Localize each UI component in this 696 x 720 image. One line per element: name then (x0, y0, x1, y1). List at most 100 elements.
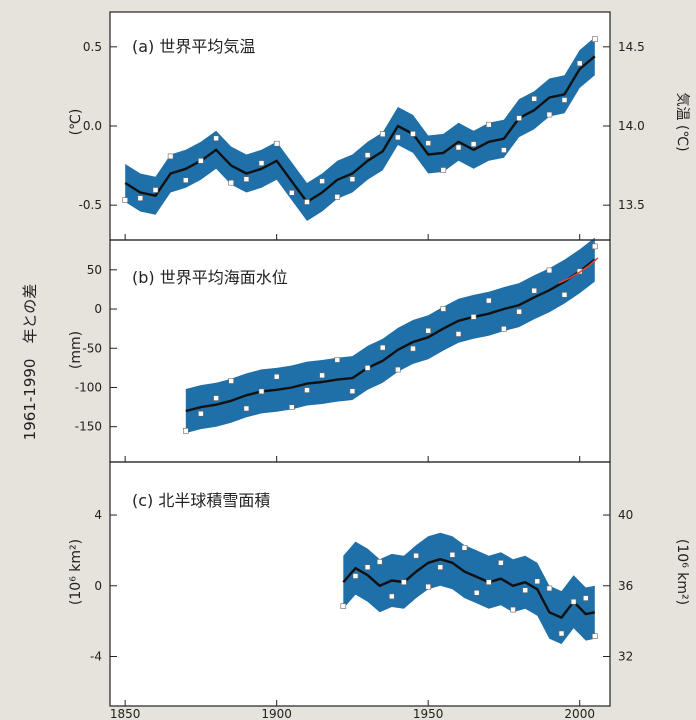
panel-b-data-point (455, 331, 462, 337)
panel-c-data-point (534, 578, 541, 585)
panel-b-data-point (243, 405, 250, 412)
panel-b-data-point (561, 291, 568, 298)
panel-b-data-point (304, 387, 310, 393)
panel-a: (a) 世界平均気温 (℃) 気温 (℃) (68, 37, 690, 152)
panel-b-ytick-label: 0 (94, 302, 102, 316)
panel-c-data-point (461, 544, 468, 551)
panel-b-data-point (440, 306, 447, 312)
panel-a-data-point (591, 36, 598, 43)
panel-c-right-tick-label: 40 (618, 508, 633, 522)
panel-b-data-point (349, 388, 356, 395)
panel-b-series-line (185, 258, 596, 413)
panel-b-data-point (410, 345, 416, 352)
panel-a-ylabel-right: 気温 (℃) (674, 92, 690, 151)
panel-c-data-point (546, 585, 553, 592)
panel-a-right-tick-label: 13.5 (618, 198, 645, 212)
panel-a-title: (a) 世界平均気温 (132, 37, 255, 56)
panel-a-right-tick-label: 14.5 (618, 40, 645, 54)
panel-b-ytick-label: -100 (75, 380, 102, 394)
panel-c-series-line (342, 558, 596, 619)
panel-c-frame (109, 461, 611, 707)
panel-a-data-point (425, 140, 432, 146)
panel-a-data-point (258, 160, 265, 166)
panel-a-data-point (455, 144, 462, 151)
panel-a-ytick-label: -0.5 (79, 198, 102, 212)
panel-c-data-point (364, 564, 371, 571)
panel-a-data-point (304, 199, 310, 205)
panel-a-data-point (349, 176, 356, 182)
panel-c-data-point (388, 593, 395, 600)
panel-a-data-point (288, 190, 295, 196)
panel-b-data-point (591, 243, 598, 250)
panel-a-data-point (213, 135, 219, 142)
panel-c-data-point (401, 579, 407, 586)
chart-marks: -0.5 0.0 0.5 13.5 14.0 14.5 -150 -100 -50 0 50 -4 0 4… (75, 11, 645, 720)
panel-b-ytick-label: -50 (82, 341, 102, 355)
panel-b: (b) 世界平均海面水位 (mm) (68, 268, 288, 369)
panel-b-data-point (470, 314, 477, 320)
panel-b-data-point (516, 308, 522, 315)
panel-b-data-point (334, 357, 341, 363)
panel-c-data-point (582, 595, 589, 601)
panel-c-data-point (449, 551, 456, 558)
panel-b-ylabel: (mm) (68, 331, 84, 369)
panel-b-data-point (183, 427, 189, 434)
panel-a-data-point (319, 178, 325, 184)
xtick-label: 1950 (413, 707, 444, 720)
panel-a-data-point (122, 197, 128, 203)
panel-c-right-tick-label: 32 (618, 649, 633, 663)
panel-c-data-point (591, 633, 598, 640)
panel-b-data-point (198, 410, 204, 417)
panel-c-data-point (485, 579, 492, 586)
panel-a-data-point (531, 96, 538, 102)
panel-c-data-point (352, 573, 359, 579)
panel-c-title: (c) 北半球積雪面積 (132, 491, 270, 510)
panel-b-title: (b) 世界平均海面水位 (132, 268, 288, 287)
panel-a-data-point (273, 140, 280, 147)
panel-b-ytick-label: -150 (75, 420, 102, 434)
panel-c-ylabel: (10⁶ km²) (68, 539, 84, 605)
panel-c-data-point (498, 559, 504, 566)
panel-a-data-point (576, 60, 583, 67)
panel-b-data-point (228, 378, 234, 384)
xtick-label: 2000 (564, 707, 595, 720)
panel-b-data-point (425, 327, 432, 334)
panel-c-ytick-label: -4 (90, 649, 102, 663)
panel-a-data-point (501, 147, 507, 153)
panel-c-data-point (340, 603, 347, 609)
panel-c-data-point (425, 583, 432, 590)
panel-a-data-point (410, 131, 416, 137)
panel-a-uncertainty-band (125, 37, 595, 221)
panel-c-ylabel-right: (10⁶ km²) (674, 539, 690, 605)
panel-a-data-point (152, 187, 159, 193)
panel-a-data-point (485, 121, 492, 128)
panel-c-data-point (510, 606, 516, 613)
panel-b-ytick-label: 50 (87, 263, 102, 277)
panel-a-ylabel: (℃) (68, 109, 84, 136)
panel-b-data-point (546, 267, 553, 274)
panel-c-data-point (413, 552, 419, 559)
panel-a-data-point (167, 153, 174, 160)
panel-b-data-point (485, 297, 492, 304)
panel-a-data-point (470, 141, 477, 147)
panel-b-data-point (258, 388, 265, 395)
panel-a-data-point (516, 115, 522, 121)
panel-c-ytick-label: 4 (94, 508, 102, 522)
xtick-label: 1900 (261, 707, 292, 720)
panel-a-data-point (561, 97, 568, 103)
panel-b-data-point (288, 404, 295, 411)
panel-a-data-point (243, 176, 250, 182)
panel-a-ytick-label: 0.0 (83, 119, 102, 133)
panel-a-data-point (364, 152, 371, 158)
panel-a-ytick-label: 0.5 (83, 40, 102, 54)
panel-a-right-tick-label: 14.0 (618, 119, 645, 133)
panel-b-uncertainty-band (185, 237, 595, 433)
figure-left-title: 1961-1990 年との差 (21, 284, 39, 441)
panel-c-data-point (570, 598, 577, 605)
panel-a-data-point (183, 177, 189, 183)
panel-b-data-point (273, 373, 280, 380)
panel-c-data-point (473, 589, 480, 596)
panel-a-data-point (546, 111, 553, 118)
panel-c-data-point (522, 587, 529, 594)
